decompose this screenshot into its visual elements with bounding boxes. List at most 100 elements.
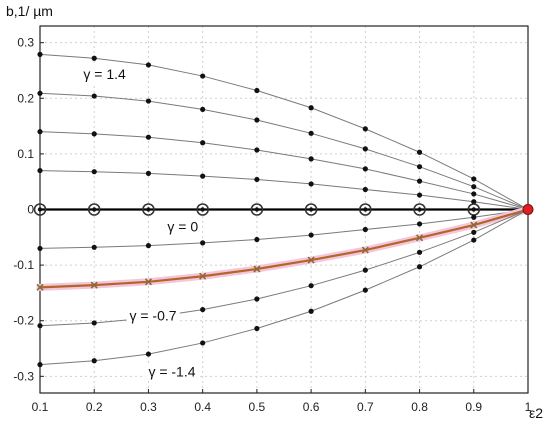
- data-point: [145, 62, 152, 68]
- data-point: [254, 176, 260, 183]
- data-point: [308, 156, 314, 162]
- data-point-core: [471, 207, 476, 212]
- data-point: [308, 308, 314, 314]
- data-point: [308, 130, 314, 136]
- data-point: [199, 272, 207, 280]
- data-point: [362, 126, 368, 132]
- series-9: [37, 209, 529, 368]
- series-glow: [36, 206, 532, 291]
- data-point: [145, 170, 152, 176]
- data-point: [91, 320, 97, 326]
- data-point: [200, 140, 206, 146]
- data-point: [471, 237, 477, 243]
- data-point: [416, 178, 423, 184]
- data-point: [37, 129, 43, 135]
- data-point: [37, 167, 43, 174]
- series-line: [39, 170, 529, 210]
- data-point: [200, 240, 206, 246]
- data-point: [471, 184, 477, 190]
- data-point-core: [254, 207, 260, 212]
- data-point: [415, 234, 424, 242]
- data-point: [470, 221, 478, 229]
- data-point: [200, 306, 206, 313]
- x-tick-label: 0.5: [249, 400, 266, 414]
- series-line: [39, 208, 529, 289]
- data-point-core: [37, 207, 43, 212]
- series-2: [37, 90, 529, 210]
- data-point: [254, 325, 260, 332]
- data-point: [416, 164, 423, 170]
- data-point: [254, 296, 260, 302]
- annotations: γ = 1.4 γ = 0 γ = -0.7 γ = -1.4: [80, 65, 202, 381]
- data-point: [471, 191, 477, 197]
- data-point: [196, 203, 209, 216]
- annotation-label: γ = -0.7: [129, 308, 176, 324]
- x-tick-label: 0.4: [194, 400, 211, 414]
- data-point: [91, 131, 97, 137]
- x-tick-label: 0.2: [86, 400, 103, 414]
- y-tick-label: 0.2: [17, 91, 34, 105]
- annotation-bg: [145, 363, 199, 381]
- data-point: [471, 229, 477, 235]
- data-point: [254, 147, 260, 153]
- x-tick-label: 0.8: [411, 400, 428, 414]
- data-point: [142, 203, 155, 216]
- data-point: [308, 283, 314, 289]
- data-point: [145, 243, 152, 249]
- annotation-bg: [164, 218, 202, 236]
- data-point: [254, 87, 260, 94]
- series-line: [39, 209, 529, 327]
- data-point: [37, 245, 43, 252]
- data-point: [33, 203, 47, 216]
- data-point-core: [92, 207, 97, 212]
- data-point: [145, 134, 152, 140]
- x-tick-label: 0.1: [32, 400, 49, 414]
- data-point: [471, 214, 477, 220]
- x-tick-label: 0.9: [465, 400, 482, 414]
- convergence-point: [522, 204, 534, 215]
- data-point: [91, 169, 97, 175]
- x-tick-label: 0.3: [140, 400, 157, 414]
- y-axis: 0.3 0.2 0.1 0 -0.1 -0.2 -0.3: [13, 36, 44, 383]
- x-tick-label: 0.6: [303, 400, 320, 414]
- data-point: [254, 117, 260, 123]
- data-point: [200, 173, 206, 179]
- x-axis-label: ε2: [529, 405, 543, 421]
- series-6: [37, 209, 529, 252]
- data-point: [36, 283, 44, 291]
- annotation-bg: [126, 307, 180, 325]
- y-tick-label: 0.3: [17, 36, 34, 50]
- data-point: [254, 236, 260, 243]
- series-7: [36, 206, 532, 291]
- data-point: [308, 232, 314, 238]
- data-point: [362, 267, 368, 273]
- data-point-core: [146, 207, 151, 212]
- data-point: [250, 203, 264, 216]
- annotation-label: γ = -1.4: [148, 363, 195, 379]
- data-point: [308, 181, 314, 187]
- data-point: [416, 264, 423, 270]
- data-point-core: [308, 207, 314, 212]
- x-axis: 0.1 0.2 0.3 0.4 0.5 0.6 0.7 0.8 0.9 1: [32, 389, 532, 414]
- data-point: [90, 281, 98, 289]
- data-point: [37, 90, 43, 96]
- data-point: [91, 358, 97, 364]
- data-point: [200, 73, 206, 79]
- series-4: [37, 167, 529, 210]
- data-point: [361, 246, 369, 254]
- series-line: [39, 53, 529, 210]
- data-point: [416, 221, 423, 227]
- data-point-core: [363, 207, 368, 212]
- data-point: [37, 362, 43, 368]
- series-line: [39, 209, 529, 366]
- data-point: [91, 93, 97, 99]
- series-layer: [33, 51, 534, 368]
- data-point: [253, 265, 261, 273]
- data-point: [416, 192, 423, 198]
- series-line: [39, 131, 529, 210]
- data-point: [362, 146, 368, 152]
- x-tick-label: 0.7: [357, 400, 374, 414]
- annotation-label: γ = 1.4: [83, 66, 126, 82]
- data-point: [359, 203, 372, 216]
